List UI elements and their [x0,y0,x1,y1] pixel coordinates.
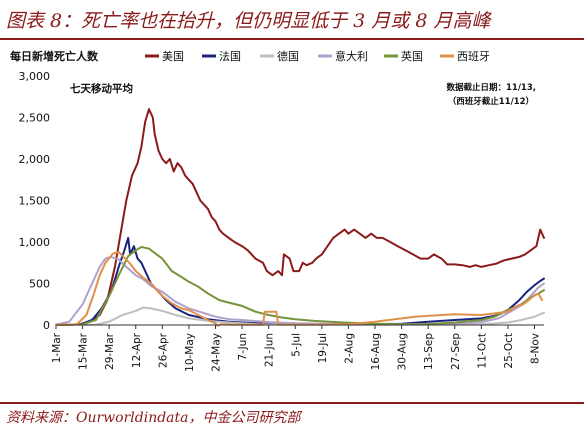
x-tick-label: 11-Oct [476,333,488,369]
legend-label: 美国 [162,50,184,63]
moving-average-annotation: 七天移动平均 [70,82,133,95]
x-tick-label: 26-Apr [157,332,169,368]
x-tick-label: 24-May [211,333,223,372]
x-tick-label: 5-Jul [290,333,302,357]
y-axis-label: 每日新增死亡人数 [10,49,99,63]
series-line-美国 [55,108,545,326]
y-tick-label: 500 [29,278,50,291]
x-tick-label: 25-Oct [503,333,515,369]
line-chart: 每日新增死亡人数 美国 法国 德国 意大利 英国 西班牙 七天移动平均 数据截止日期：11… [10,49,545,372]
x-tick-label: 7-Jun [237,333,249,360]
legend: 美国 法国 德国 意大利 英国 西班牙 [145,49,490,63]
series-line-西班牙 [55,251,544,327]
series-lines [55,108,545,327]
x-tick-label: 2-Aug [343,333,355,364]
y-tick-label: 0 [43,319,50,332]
x-tick-label: 16-Aug [370,333,382,370]
y-tick-label: 2,000 [19,153,51,166]
y-tick-label: 3,000 [19,70,51,83]
x-tick-label: 15-Mar [78,332,90,370]
source-rule [0,402,584,404]
y-tick-label: 1,500 [19,195,51,208]
legend-label: 德国 [277,49,299,63]
spain-cutoff-note: （西班牙截止11/12） [448,96,534,107]
x-tick-label: 27-Sep [450,333,462,370]
x-tick-label: 8-Nov [530,333,542,364]
x-tick-label: 13-Sep [423,333,435,370]
y-tick-label: 2,500 [19,112,51,125]
x-tick-label: 21-Jun [264,333,276,367]
y-axis-ticks: 0 500 1,000 1,500 2,000 2,500 3,000 [19,70,51,332]
legend-label: 西班牙 [457,50,490,63]
x-tick-label: 19-Jul [317,333,329,363]
y-tick-label: 1,000 [19,236,51,249]
x-tick-label: 1-Mar [51,332,63,363]
series-line-意大利 [55,255,545,326]
figure-title: 图表 8：死亡率也在抬升，但仍明显低于 3 月或 8 月高峰 [6,10,491,32]
x-tick-label: 10-May [184,333,196,372]
legend-label: 法国 [219,49,241,63]
data-cutoff-note: 数据截止日期：11/13, [447,82,537,93]
legend-label: 英国 [401,49,423,63]
legend-label: 意大利 [335,49,368,63]
title-rule [0,38,584,40]
x-tick-label: 12-Apr [131,332,143,368]
x-tick-label: 30-Aug [397,333,409,370]
source-note: 资料来源：Ourworldindata，中金公司研究部 [6,410,301,426]
x-tick-label: 29-Mar [104,332,116,370]
series-line-英国 [55,246,545,326]
x-axis-ticks: 1-Mar 15-Mar 29-Mar 12-Apr 26-Apr 10-May 24-Ma… [51,325,542,372]
